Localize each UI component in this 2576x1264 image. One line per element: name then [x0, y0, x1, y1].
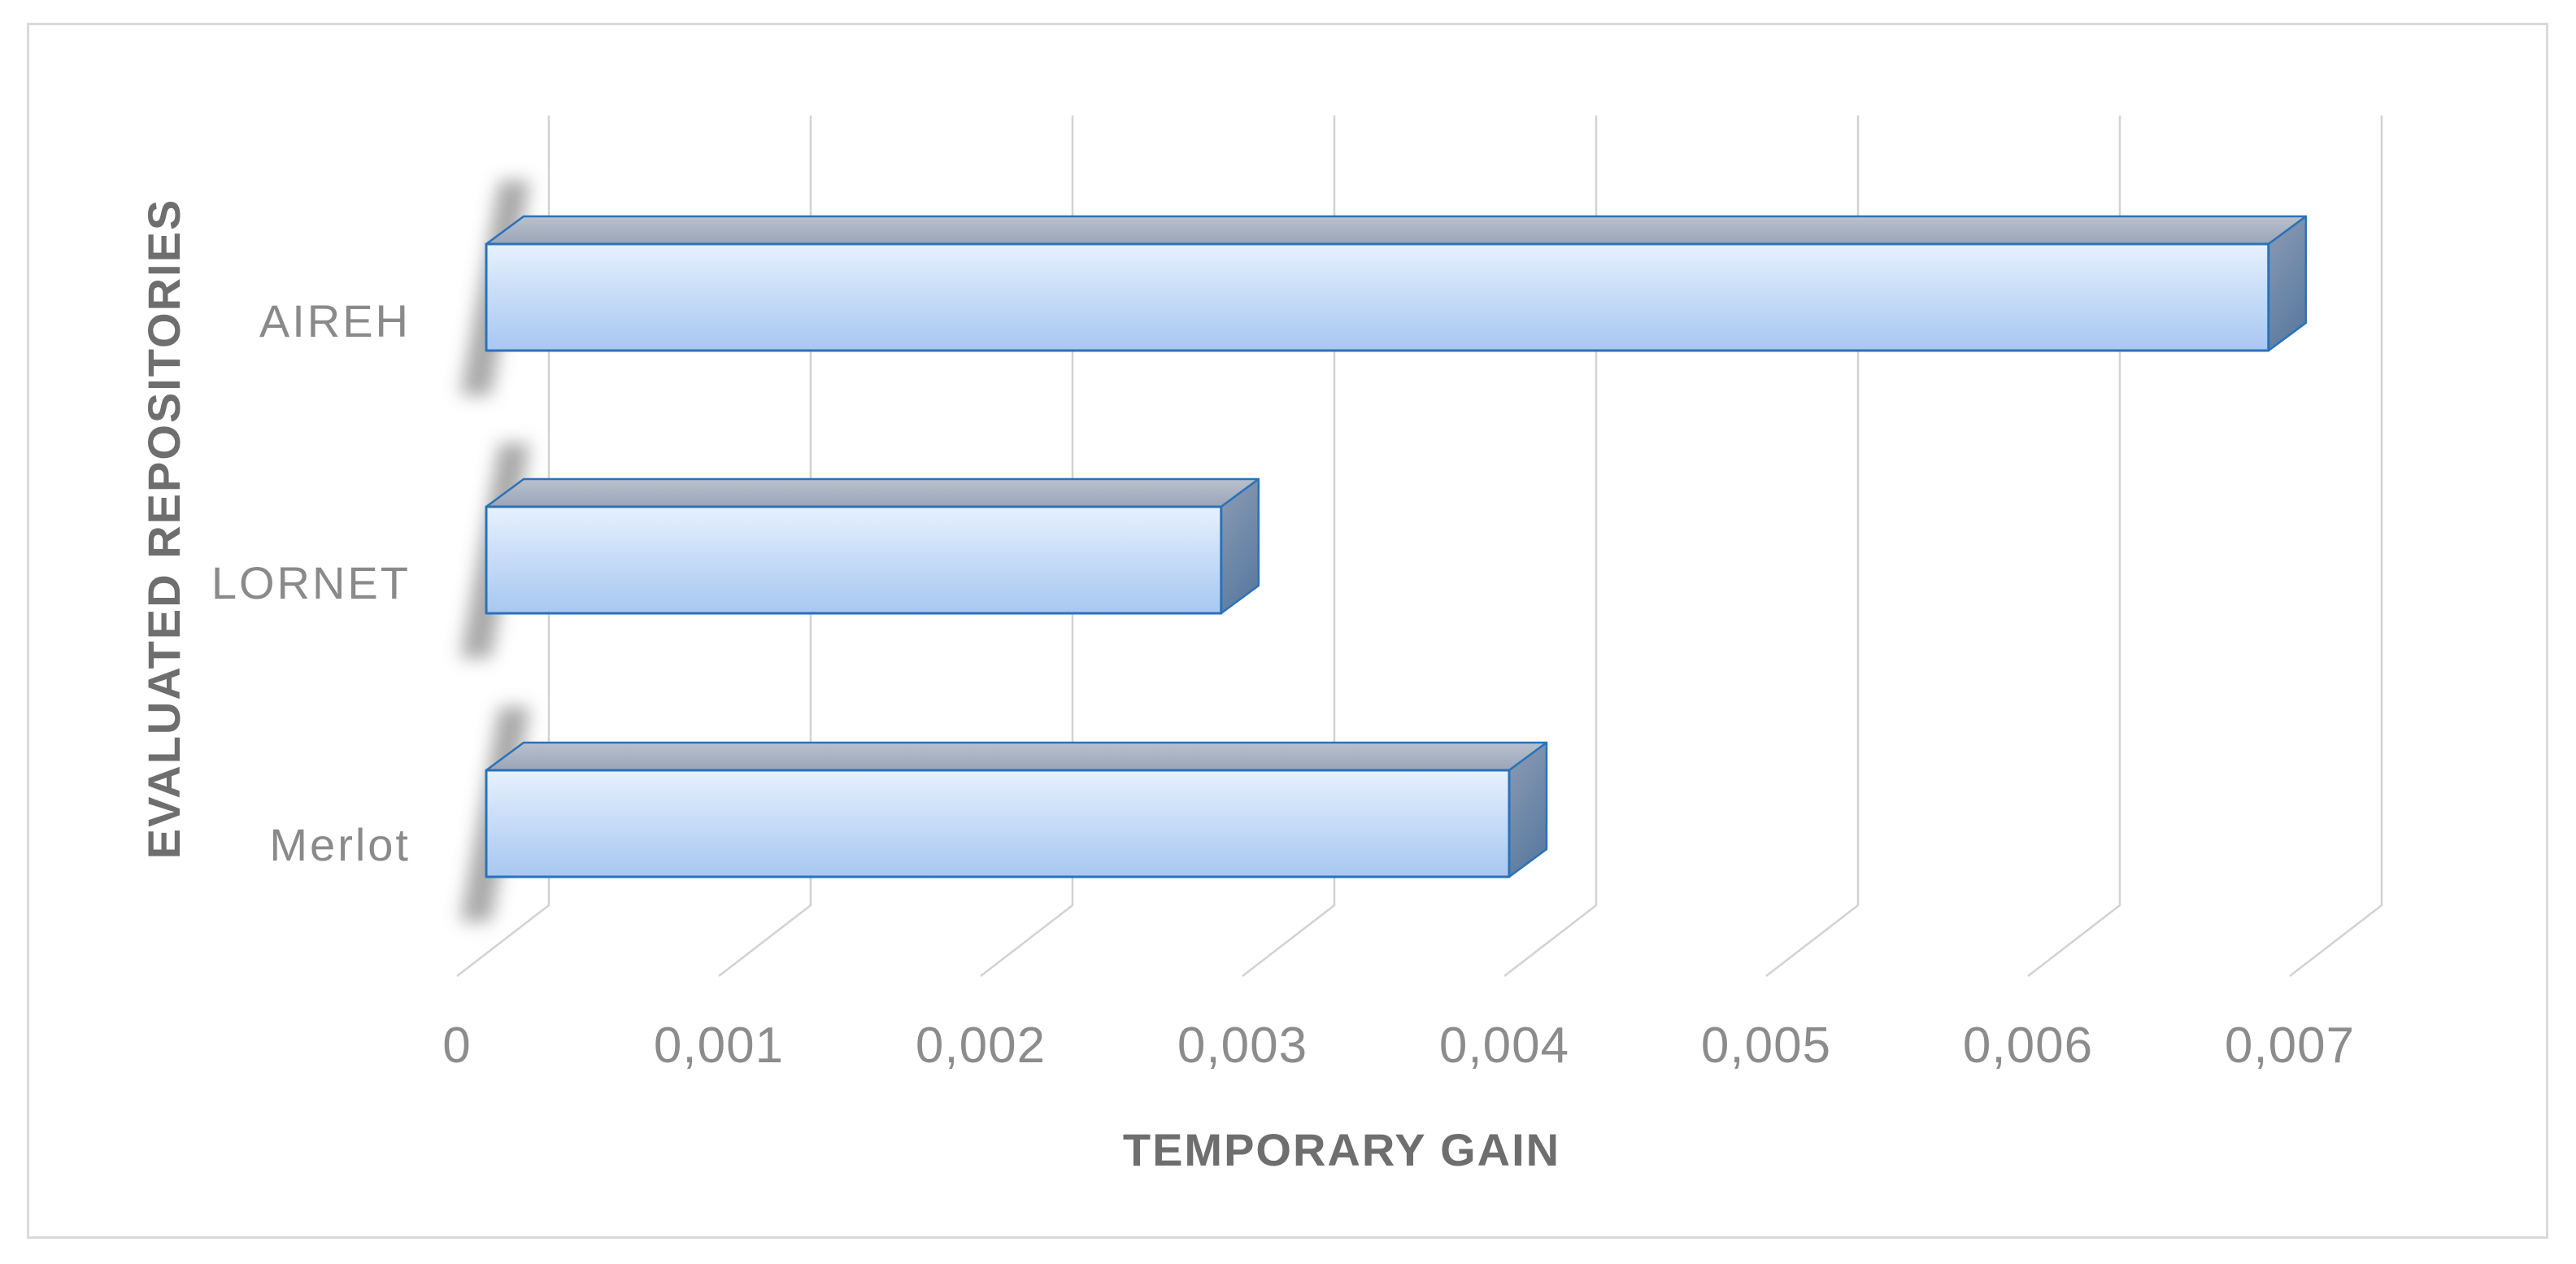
bar-merlot: [460, 707, 1548, 922]
gridline: [2027, 116, 2121, 977]
gridline: [718, 116, 812, 977]
bar-front-face: [485, 505, 1223, 615]
bar-front-face: [485, 242, 2270, 352]
x-tick-label: 0,006: [1962, 1018, 2094, 1074]
bar-lornet: [460, 443, 1260, 658]
x-tick-label: 0: [442, 1018, 472, 1074]
bar-aireh: [460, 181, 2308, 395]
x-tick-label: 0,007: [2224, 1018, 2356, 1074]
gridline: [1242, 116, 1336, 977]
gridline: [1503, 116, 1598, 977]
category-label-lornet: LORNET: [211, 557, 411, 608]
gridline: [980, 116, 1074, 977]
bar-front-face: [485, 769, 1511, 878]
gridline: [1765, 116, 1860, 977]
x-tick-label: 0,003: [1177, 1018, 1308, 1074]
y-axis-title: EVALUATED REPOSITORIES: [138, 198, 189, 860]
gridline: [456, 116, 550, 977]
x-tick-label: 0,004: [1438, 1018, 1570, 1074]
x-axis-title: TEMPORARY GAIN: [1122, 1124, 1561, 1175]
x-tick-label: 0,002: [915, 1018, 1046, 1074]
x-tick-label: 0,005: [1700, 1018, 1832, 1074]
category-label-aireh: AIREH: [259, 295, 411, 347]
category-label-merlot: Merlot: [269, 819, 411, 870]
x-tick-label: 0,001: [653, 1018, 785, 1074]
gridline: [2289, 116, 2383, 977]
